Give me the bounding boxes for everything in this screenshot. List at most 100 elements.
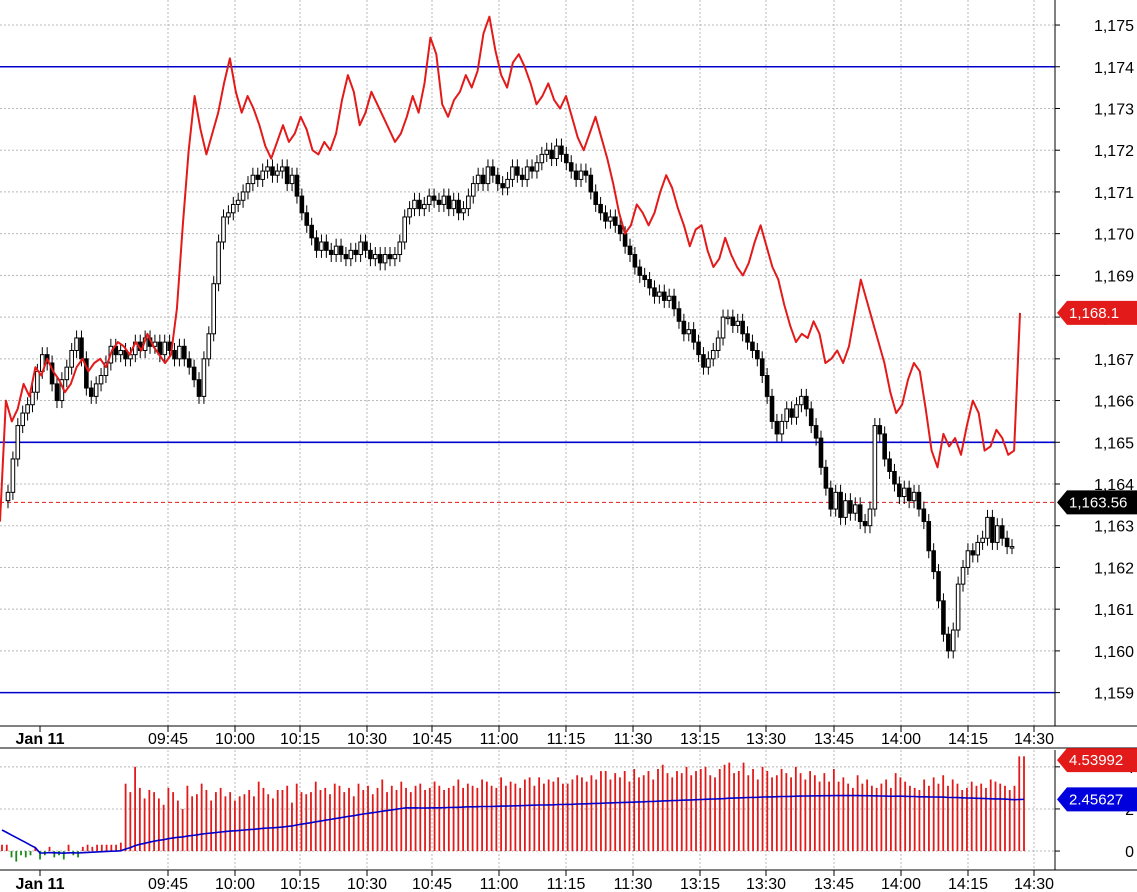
ind-x-tick-label-6: 11:00 [480, 876, 519, 892]
candle-body-115 [568, 162, 574, 172]
candle-body-168 [828, 487, 834, 510]
candle-body-20 [103, 362, 109, 377]
candle-body-155 [764, 375, 770, 397]
candle-body-103 [510, 166, 515, 180]
candle-body-39 [196, 379, 202, 397]
candle-body-177 [872, 425, 878, 510]
candle-body-179 [882, 433, 887, 460]
price-y-tick-label-5: 1,164 [1094, 477, 1134, 494]
candle-body-135 [666, 295, 672, 301]
candle-body-164 [808, 408, 814, 427]
candle-body-79 [392, 254, 398, 260]
indicator-average-line [1, 794, 1025, 855]
price-y-tick-label-16: 1,175 [1094, 18, 1134, 35]
candle-body-144 [710, 349, 716, 360]
candle-body-162 [799, 395, 804, 406]
candle-body-72 [358, 241, 363, 256]
last-price-tag: 1,163.56 [1057, 490, 1137, 515]
candle-body-17 [88, 387, 94, 397]
candle-body-50 [250, 174, 256, 185]
candle-body-36 [182, 345, 187, 360]
candle-body-53 [265, 166, 270, 172]
candle-body-128 [632, 254, 638, 268]
price-x-tick-label-4: 10:30 [347, 731, 387, 748]
candle-body-186 [916, 491, 922, 510]
candle-body-92 [456, 199, 461, 214]
indicator-average-tag-text: 2.45627 [1069, 791, 1123, 808]
candle-body-14 [74, 337, 79, 351]
indicator-average-tag-shape [1057, 787, 1137, 812]
candle-body-163 [804, 395, 809, 410]
candle-body-171 [843, 500, 848, 518]
price-y-tick-label-15: 1,174 [1094, 60, 1134, 77]
candle-body-35 [177, 345, 182, 360]
candle-body-183 [901, 487, 907, 498]
candle-body-165 [813, 425, 819, 439]
ind-x-tick-label-5: 10:45 [412, 876, 452, 892]
candle-body-203 [999, 525, 1005, 539]
indicator-bars [1, 756, 1025, 862]
candle-body-96 [475, 174, 481, 185]
candle-body-173 [852, 504, 858, 514]
candle-body-57 [284, 166, 290, 185]
candle-body-147 [725, 316, 731, 320]
ind-x-tick-label-3: 10:15 [280, 876, 320, 892]
price-y-tick-label-3: 1,162 [1094, 560, 1134, 577]
ind-x-tick-label-9: 13:15 [680, 876, 720, 892]
ind-x-tick-label-2: 10:00 [215, 876, 255, 892]
candle-body-49 [245, 183, 251, 193]
candle-body-123 [608, 216, 613, 222]
candle-body-77 [382, 254, 388, 264]
price-levels [0, 65, 1055, 694]
candle-body-112 [554, 145, 559, 160]
ind-x-tick-label-7: 11:15 [547, 876, 586, 892]
candle-body-34 [172, 349, 177, 360]
indicator-average-path [1, 794, 1025, 855]
ind-y-tick-label-0: 0 [1125, 844, 1134, 861]
candle-body-59 [294, 174, 300, 197]
candle-body-199 [980, 537, 985, 543]
candle-body-101 [500, 183, 505, 189]
candle-body-100 [495, 174, 501, 185]
candle-body-139 [686, 329, 692, 335]
candle-body-102 [505, 178, 510, 189]
candle-body-129 [637, 266, 643, 276]
candle-body-204 [1004, 537, 1010, 548]
candle-body-93 [461, 208, 466, 214]
indicator-last-tag: 4.53992 [1057, 748, 1137, 773]
candle-body-84 [417, 199, 422, 210]
candle-body-5 [30, 391, 35, 406]
candle-body-75 [373, 254, 378, 260]
candles [5, 138, 1015, 659]
ind-x-tick-label-4: 10:30 [347, 876, 387, 892]
last-price-tag-text: 1,163.56 [1069, 494, 1127, 511]
ind-x-tick-label-14: 14:30 [1014, 876, 1054, 892]
candle-body-170 [838, 491, 843, 518]
candle-body-194 [955, 583, 961, 631]
candle-body-193 [950, 629, 956, 652]
candle-body-167 [823, 466, 829, 489]
candle-body-63 [314, 237, 319, 251]
candle-body-2 [15, 425, 21, 460]
candle-body-12 [64, 366, 70, 381]
overlay-line [0, 15, 1021, 522]
candle-body-141 [696, 341, 701, 356]
candle-body-150 [740, 320, 745, 335]
candle-body-83 [412, 199, 417, 210]
price-x-tick-label-7: 11:15 [547, 731, 586, 748]
candle-body-127 [627, 245, 633, 256]
candle-body-131 [647, 279, 652, 289]
candle-body-18 [93, 383, 99, 397]
candle-body-191 [941, 600, 946, 635]
price-y-tick-label-6: 1,165 [1094, 435, 1134, 452]
candle-body-88 [436, 199, 442, 205]
price-panel: 1,159 1,160 1,161 1,162 1,163 1,164 1,165 1,166… [0, 0, 1137, 749]
overlay-value-tag: 1,168.1 [1057, 300, 1137, 325]
candle-body-78 [387, 254, 393, 260]
price-y-axis: 1,159 1,160 1,161 1,162 1,163 1,164 1,165 1,166… [1054, 0, 1134, 726]
price-x-tick-label-2: 10:00 [215, 731, 255, 748]
indicator-average-tag: 2.45627 [1057, 787, 1137, 812]
candle-body-81 [402, 216, 408, 243]
candle-body-142 [701, 354, 706, 368]
